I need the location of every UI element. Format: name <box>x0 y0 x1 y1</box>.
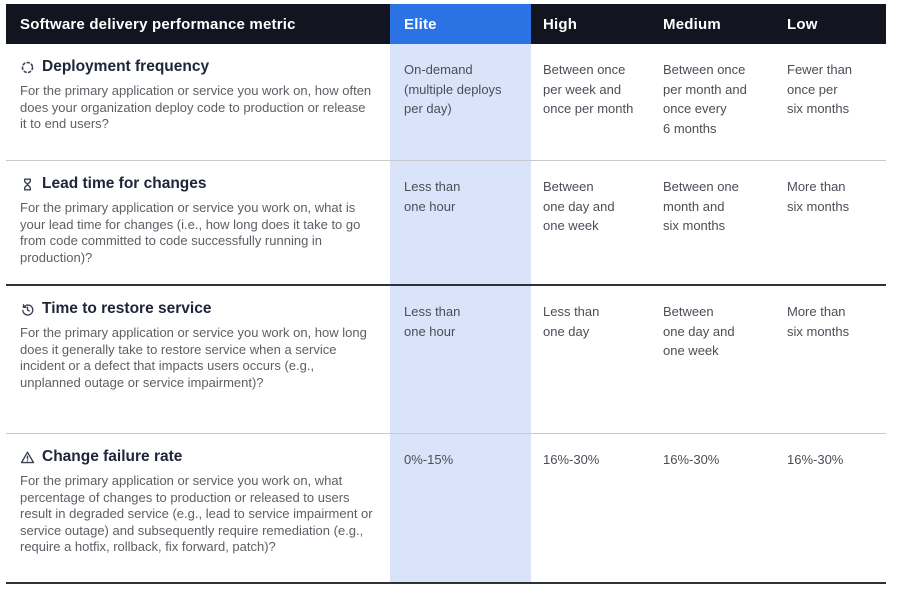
restore-clock-icon <box>20 302 35 317</box>
metric-title-line: Lead time for changes <box>20 175 374 193</box>
table-header-row: Software delivery performance metric Eli… <box>6 4 886 44</box>
metric-title-line: Time to restore service <box>20 300 374 318</box>
header-elite: Elite <box>390 4 531 44</box>
metric-cell: Change failure rate For the primary appl… <box>6 434 390 582</box>
value-medium: 16%-30% <box>663 452 720 467</box>
header-low: Low <box>787 15 818 33</box>
metric-description: For the primary application or service y… <box>20 200 361 265</box>
value-low: Fewer than once per six months <box>787 62 853 116</box>
metric-description: For the primary application or service y… <box>20 325 367 390</box>
table-row-time-to-restore: Time to restore service For the primary … <box>6 284 886 433</box>
metric-description: For the primary application or service y… <box>20 83 372 131</box>
header-high: High <box>543 15 578 33</box>
metric-title-line: Change failure rate <box>20 448 374 466</box>
value-elite: On-demand (multiple deploys per day) <box>390 44 531 160</box>
warning-triangle-icon <box>20 450 35 465</box>
value-high: Less than one day <box>543 304 600 339</box>
value-high: 16%-30% <box>543 452 600 467</box>
metric-cell: Deployment frequency For the primary app… <box>6 44 390 160</box>
metric-title: Time to restore service <box>42 300 212 317</box>
value-medium: Between once per month and once every 6 … <box>663 62 747 136</box>
header-elite-label: Elite <box>404 15 437 33</box>
metric-description: For the primary application or service y… <box>20 473 373 554</box>
metric-title: Deployment frequency <box>42 58 210 75</box>
metric-title: Lead time for changes <box>42 175 207 192</box>
metric-title-line: Deployment frequency <box>20 58 374 76</box>
value-medium: Between one day and one week <box>663 304 735 358</box>
value-elite: Less than one hour <box>390 161 531 284</box>
metric-cell: Time to restore service For the primary … <box>6 286 390 433</box>
value-high: Between once per week and once per month <box>543 62 634 116</box>
deployment-frequency-icon <box>20 60 35 75</box>
table-row-change-failure-rate: Change failure rate For the primary appl… <box>6 433 886 584</box>
performance-metrics-table: Software delivery performance metric Eli… <box>6 4 886 584</box>
value-high: Between one day and one week <box>543 179 615 233</box>
value-low: More than six months <box>787 304 850 339</box>
value-medium: Between one month and six months <box>663 179 739 233</box>
metric-title: Change failure rate <box>42 448 183 465</box>
value-elite: 0%-15% <box>390 434 531 582</box>
table-row-deployment-frequency: Deployment frequency For the primary app… <box>6 44 886 160</box>
table-row-lead-time: Lead time for changes For the primary ap… <box>6 160 886 284</box>
value-elite: Less than one hour <box>390 286 531 433</box>
metric-cell: Lead time for changes For the primary ap… <box>6 161 390 284</box>
header-medium: Medium <box>663 15 721 33</box>
value-low: 16%-30% <box>787 452 844 467</box>
hourglass-icon <box>20 177 35 192</box>
header-metric-label: Software delivery performance metric <box>20 15 296 33</box>
value-low: More than six months <box>787 179 850 214</box>
